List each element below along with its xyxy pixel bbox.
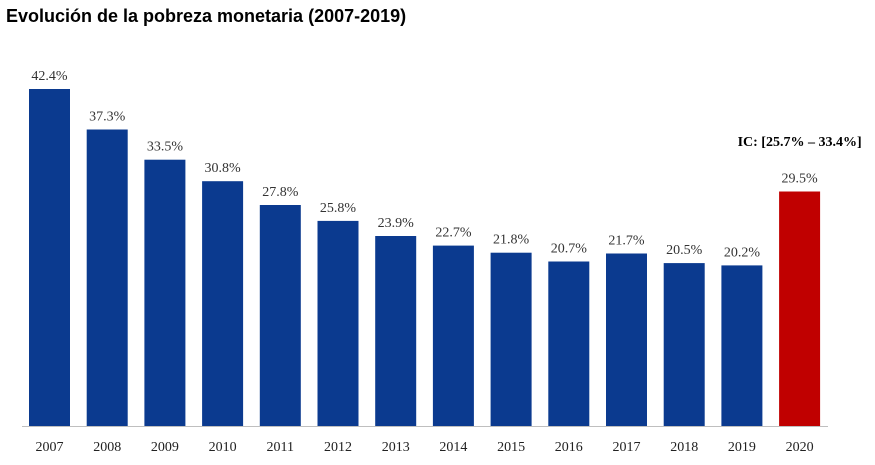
data-label-2018: 20.5%: [666, 243, 703, 258]
data-label-2012: 25.8%: [320, 201, 357, 216]
bar-2016: [548, 261, 590, 426]
confidence-interval-annotation: IC: [25.7% – 33.4%]: [738, 135, 862, 150]
bar-2008: [86, 129, 128, 426]
data-label-2011: 27.8%: [262, 185, 299, 200]
data-label-2017: 21.7%: [608, 234, 645, 249]
bar-2012: [317, 220, 359, 426]
bar-2007: [29, 89, 70, 426]
data-label-2016: 20.7%: [551, 242, 588, 257]
bar-2014: [432, 245, 474, 426]
data-label-2020: 29.5%: [782, 172, 819, 187]
data-label-2008: 37.3%: [89, 110, 126, 125]
bar-2011: [259, 205, 301, 426]
x-tick-2019: 2019: [728, 440, 756, 455]
bar-2020: [779, 191, 821, 426]
data-label-2013: 23.9%: [378, 216, 415, 231]
x-tick-2008: 2008: [93, 440, 121, 455]
x-tick-2012: 2012: [324, 440, 352, 455]
data-label-2015: 21.8%: [493, 233, 530, 248]
bar-2019: [721, 265, 763, 426]
bar-2013: [375, 236, 417, 426]
x-tick-2017: 2017: [613, 440, 641, 455]
bar-2009: [144, 159, 186, 426]
x-tick-2015: 2015: [497, 440, 525, 455]
x-tick-2014: 2014: [439, 440, 467, 455]
x-tick-2009: 2009: [151, 440, 179, 455]
bar-2010: [202, 181, 244, 426]
x-tick-2016: 2016: [555, 440, 583, 455]
data-label-2014: 22.7%: [435, 226, 472, 241]
bar-2018: [663, 263, 705, 426]
x-tick-2013: 2013: [382, 440, 410, 455]
data-label-2019: 20.2%: [724, 245, 761, 260]
bar-2017: [606, 253, 647, 426]
chart-title: Evolución de la pobreza monetaria (2007-…: [6, 6, 407, 26]
data-label-2009: 33.5%: [147, 140, 184, 155]
x-tick-2011: 2011: [267, 440, 294, 455]
data-label-2010: 30.8%: [205, 161, 242, 176]
x-tick-2018: 2018: [670, 440, 698, 455]
bar-2015: [490, 252, 532, 426]
x-tick-2020: 2020: [786, 440, 814, 455]
data-label-2007: 42.4%: [31, 69, 68, 84]
x-tick-2010: 2010: [209, 440, 237, 455]
x-tick-2007: 2007: [36, 440, 64, 455]
